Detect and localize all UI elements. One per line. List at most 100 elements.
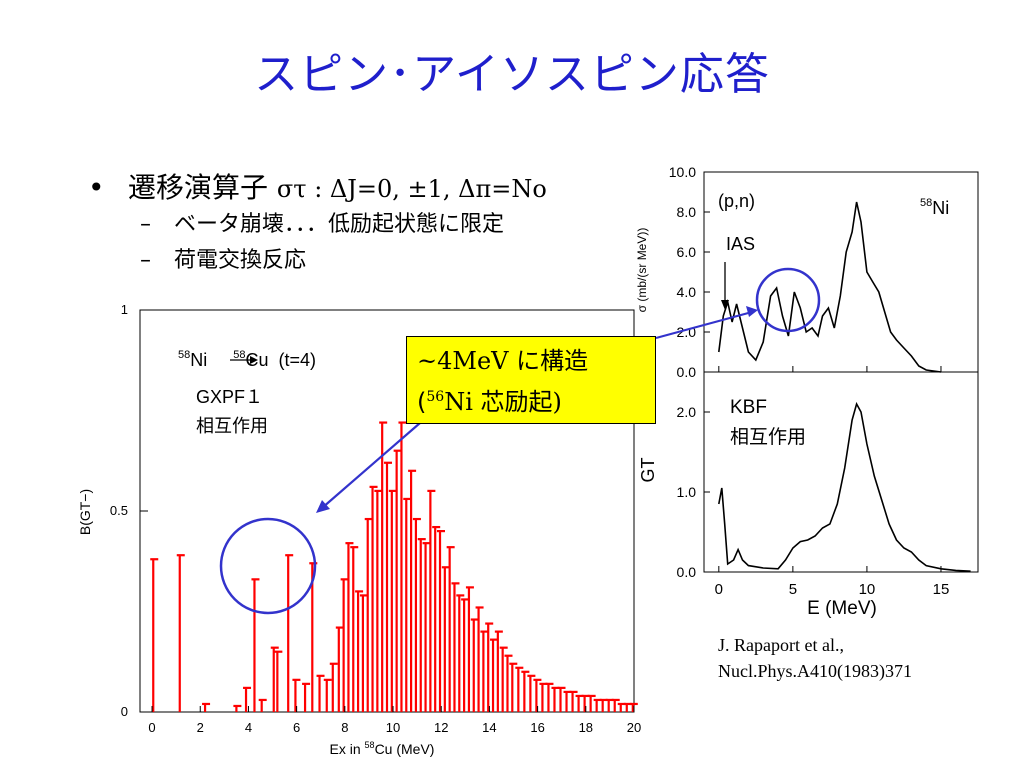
bgt-bar [451,582,460,712]
gt-chart: 0.0 1.0 2.0 0 5 10 15 GT E (MeV) KBF 相互作用 [638,371,979,619]
bgt-bar [504,654,513,712]
bgt-bar [456,594,465,712]
gt-y-axis-label: GT [638,457,658,482]
bgt-y-tick-label: 1 [121,302,128,317]
bgt-bar [485,622,494,712]
bgt-bar [379,421,388,712]
reference-citation: J. Rapaport et al., Nucl.Phys.A410(1983)… [718,632,912,684]
bgt-bar [384,461,392,712]
bgt-bar [533,678,542,712]
reference-journal: Nucl.Phys.A410(1983)371 [718,661,912,681]
bgt-bar [557,686,566,712]
bgt-bar [359,594,368,712]
bgt-bar [575,694,584,712]
bgt-bar [427,489,436,712]
bgt-x-tick-label: 0 [148,720,155,735]
bgt-bar [617,702,626,712]
bgt-bar [316,674,325,712]
bgt-bar [465,586,474,712]
bgt-bar [350,546,359,712]
gt-x-axis-label: E (MeV) [807,598,877,619]
bullet-math: στ : ΔJ=0, ±1, Δπ=No [276,175,547,203]
kbf-interaction-label: 相互作用 [730,426,806,448]
highlight-circle-left [219,517,317,615]
sub-bullet-item: – 荷電交換反応 [140,243,547,279]
interaction-label-gxpf: GXPF１ [196,387,263,407]
bgt-bars [150,421,638,712]
bgt-bar [355,590,364,712]
bgt-bar [345,542,354,712]
bgt-bar [403,497,412,712]
bgt-bar [302,682,311,712]
slide-title: スピン･アイソスピン応答 [254,49,770,100]
bgt-bar [374,489,383,712]
bgt-x-tick-label: 14 [482,720,496,735]
pn-spectrum-line [718,201,942,373]
bgt-y-tick-label: 0 [121,704,128,719]
bgt-bar [605,698,614,712]
pn-reaction-label: (p,n) [718,191,755,211]
bgt-bar [274,650,283,712]
bgt-bar [490,638,499,712]
bgt-chart: 0 2 4 6 8 10 12 14 16 18 20 0 0.5 1 B(GT−) Ex in 58Cu… [77,302,641,757]
bgt-bar [202,702,211,712]
bgt-bar [251,578,260,712]
bgt-bar [480,630,489,712]
bgt-bar [323,678,332,712]
bgt-bar [437,529,446,712]
bgt-bar [611,698,620,712]
pn-chart: 0.02.04.06.08.010.0 σ (mb/(sr MeV)) (p,n… [635,164,979,380]
pn-y-axis-label: σ (mb/(sr MeV)) [635,228,649,313]
bgt-bar [412,517,421,712]
callout-line-1: ~4MeV に構造 [417,347,589,375]
y-tick-label: 0.0 [677,364,697,380]
x-tick-label: 10 [859,581,876,598]
bgt-x-tick-label: 10 [386,720,400,735]
bgt-x-tick-label: 18 [579,720,593,735]
bgt-bar [369,485,378,712]
pn-axes: 0.02.04.06.08.010.0 [669,164,942,380]
bgt-bar [587,694,596,712]
bgt-bar [176,554,185,712]
bgt-bar [340,578,349,712]
reaction-label: 58Ni58Cu(t=4) [178,349,316,370]
bgt-x-tick-label: 2 [197,720,204,735]
sub-bullet-item: – ベータ崩壊．．．低励起状態に限定 [140,207,547,243]
bgt-bar [408,469,417,712]
pn-target-label: 58Ni [920,197,949,218]
bullet-dot-icon: • [88,171,105,204]
bgt-bar [593,698,602,712]
bgt-x-axis-label: Ex in 58Cu (MeV) [330,740,435,757]
bgt-y-tick-label: 0.5 [110,503,128,518]
bgt-x-tick-label: 16 [530,720,544,735]
bgt-x-tick-label: 20 [627,720,641,735]
bgt-bar [599,698,608,712]
bgt-bar [475,606,484,712]
ias-label: IAS [726,234,755,254]
bgt-bar [470,618,479,712]
sub-bullet-text: 荷電交換反応 [174,248,307,273]
bgt-bar [539,682,548,712]
bgt-bar [629,702,638,712]
bgt-bar [432,525,441,712]
y-tick-label: 6.0 [677,244,697,260]
bgt-bar [569,690,578,712]
gt-axes: 0.0 1.0 2.0 0 5 10 15 [677,404,950,598]
bgt-bar [499,646,508,712]
bgt-x-tick-label: 4 [245,720,252,735]
bgt-bar [509,662,518,712]
bullet-text: 遷移演算子 [128,171,277,204]
interaction-label-kind: 相互作用 [196,416,268,436]
bgt-bar [335,626,344,712]
x-tick-label: 15 [933,581,950,598]
bgt-bar [527,674,536,712]
x-tick-label: 0 [715,581,723,598]
bgt-bar [398,421,407,712]
bgt-bar [388,489,397,712]
y-tick-label: 8.0 [677,204,697,220]
bullet-item: • 遷移演算子 στ : ΔJ=0, ±1, Δπ=No [88,170,547,207]
dash-icon: – [140,212,151,237]
bgt-bar [446,546,455,712]
structure-callout: ~4MeV に構造 (56Ni 芯励起) [406,336,656,424]
